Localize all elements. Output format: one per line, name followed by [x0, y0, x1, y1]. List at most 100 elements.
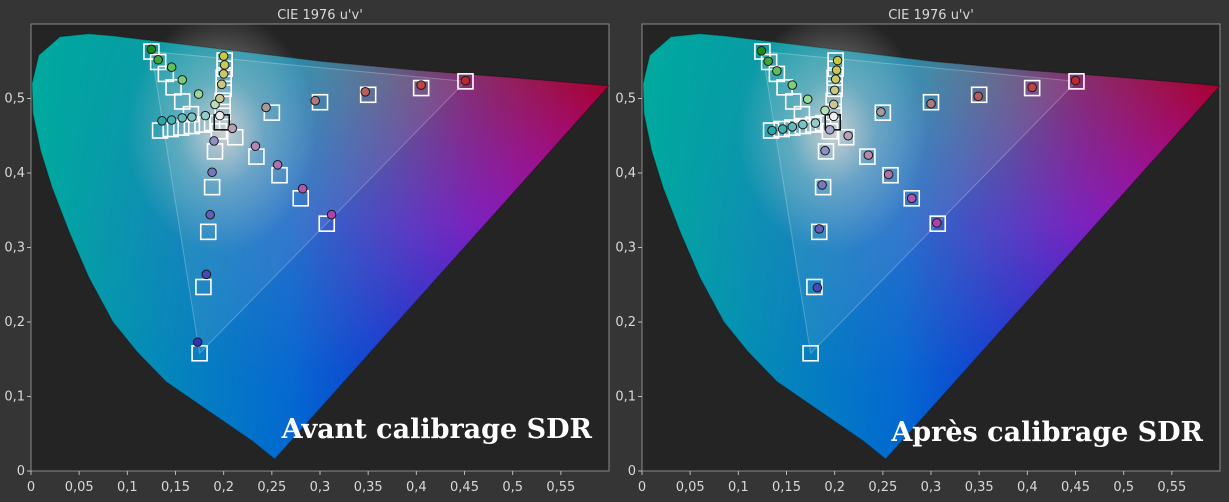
chart-2-measured-point: [820, 145, 830, 156]
chart-1-measured-point: [157, 116, 167, 126]
chart-1-x-tick-label: 0,45: [450, 480, 479, 495]
chart-1-x-tick-label: 0,55: [546, 480, 575, 495]
chart-1-measured-point: [209, 136, 219, 146]
chart-1-measured-point: [218, 51, 229, 61]
chart-2-measured-point: [883, 169, 894, 180]
chart-2-caption: Après calibrage SDR: [890, 417, 1203, 448]
chart-1-target-marker: [165, 79, 182, 96]
chart-1-y-tick-label: 0,1: [4, 390, 25, 405]
chart-1-x-tick-label: 0,3: [310, 480, 331, 495]
chart-2-target-marker: [784, 93, 802, 110]
chart-2-x-tick-label: 0,3: [921, 480, 942, 495]
chart-2-x-tick-label: 0,25: [868, 480, 897, 495]
chart-1-x-tick-label: 0,05: [65, 480, 94, 495]
chart-1-panel: 0 0,05 0,1 0,15 0,2 0,25 0,3 0,35 0,4 0,45 0,5 0,55…: [4, 8, 610, 496]
chart-2-x-tick-label: 0,05: [676, 480, 705, 495]
chart-1-x-tick-label: 0: [27, 480, 35, 495]
chart-1-measured-point: [205, 209, 215, 220]
chart-1-title: CIE 1976 u'v': [277, 8, 363, 23]
chart-1-measurements: [146, 44, 471, 347]
chart-2-measured-point: [830, 74, 841, 84]
chart-1-measured-point: [177, 75, 188, 85]
chart-1-measured-point: [153, 54, 163, 65]
chart-2-x-tick-label: 0: [638, 480, 646, 495]
chart-2-y-tick-label: 0,1: [615, 390, 636, 405]
chart-2-spectral-locus: [642, 24, 1220, 460]
chart-2-measured-point: [812, 282, 823, 293]
chart-2-x-tick-label: 0,55: [1157, 480, 1186, 495]
chart-2-target-marker: [922, 93, 940, 111]
chart-2-measured-point: [802, 94, 813, 105]
chart-2-target-marker: [903, 190, 921, 207]
chart-2-measured-point: [1027, 82, 1037, 93]
chart-2-measured-point: [767, 125, 777, 136]
chart-1-measured-point: [216, 79, 227, 90]
chart-1-measured-point: [297, 183, 308, 194]
chart-1-measured-point: [207, 167, 217, 178]
chart-1-measured-point: [166, 62, 177, 73]
chart-2-measured-point: [820, 105, 830, 116]
chart-2-x-tick-label: 0,15: [772, 480, 801, 495]
chart-1-measured-point: [200, 110, 211, 121]
chart-1-x-tick-label: 0,1: [117, 480, 138, 495]
chart-2-measured-point: [973, 91, 984, 102]
chart-2-measured-point: [772, 66, 782, 76]
chart-2-title: CIE 1976 u'v': [888, 8, 974, 23]
chart-2-measured-point: [831, 65, 842, 75]
chart-1-measured-point: [416, 80, 426, 90]
chart-2-y-tick-label: 0: [628, 464, 636, 479]
chart-1-targets: [143, 43, 474, 362]
chart-1-x-tick-label: 0,35: [354, 480, 383, 495]
chart-2-measured-point: [828, 111, 839, 122]
chart-2-measured-point: [817, 180, 827, 190]
chart-2-x-tick-label: 0,1: [728, 480, 749, 495]
chart-1-x-tick-label: 0,15: [161, 480, 190, 495]
chart-1-caption: Avant calibrage SDR: [281, 414, 593, 445]
chart-1-y-tick-label: 0,5: [4, 92, 25, 107]
chart-2-measured-point: [810, 118, 821, 128]
chart-2-target-marker: [817, 143, 835, 160]
chart-1-measured-point: [187, 112, 197, 122]
chart-2-measured-point: [814, 224, 825, 234]
chart-1-measured-point: [166, 115, 177, 125]
chart-2-measured-point: [906, 193, 917, 204]
chart-2-axes: 0 0,05 0,1 0,15 0,2 0,25 0,3 0,35 0,4 0,45 0,5 0,55…: [615, 92, 1186, 496]
chart-1-x-tick-label: 0,4: [406, 480, 427, 495]
chart-1-measured-point: [177, 113, 188, 123]
chart-1-measured-point: [215, 93, 225, 104]
chart-1-measured-point: [193, 89, 204, 99]
chart-1-y-tick-label: 0,3: [4, 241, 25, 256]
chart-1-measured-point: [250, 141, 261, 151]
chart-2-measured-point: [825, 124, 835, 135]
chart-2-measured-point: [798, 119, 808, 130]
chart-2-target-marker: [837, 128, 855, 146]
chart-1-measured-point: [146, 44, 157, 55]
chart-1-target-marker: [359, 86, 377, 104]
chart-2-measured-point: [926, 98, 936, 109]
chart-2-measurements: [756, 46, 1081, 293]
chart-2-target-marker: [802, 344, 819, 362]
chart-1-y-tick-label: 0,2: [4, 315, 25, 330]
chart-1-target-marker: [318, 215, 336, 232]
chart-2-target-marker: [1068, 73, 1085, 90]
chart-2-x-tick-label: 0,2: [824, 480, 845, 495]
chart-2-target-marker: [1023, 79, 1041, 97]
chart-1-target-marker: [173, 93, 191, 110]
chart-1-measured-point: [219, 60, 230, 70]
chart-1-target-marker: [195, 278, 212, 296]
chart-2-y-tick-label: 0,2: [615, 315, 636, 330]
chart-2-measured-point: [876, 107, 886, 117]
chart-2-measured-point: [931, 218, 942, 228]
chart-1-axes: 0 0,05 0,1 0,15 0,2 0,25 0,3 0,35 0,4 0,45 0,5 0,55…: [4, 92, 575, 496]
chart-1-measured-point: [272, 160, 283, 170]
chart-1-x-tick-label: 0,5: [502, 480, 523, 495]
chart-2-measured-point: [756, 46, 767, 56]
chart-2-measured-point: [863, 150, 874, 160]
chart-2-target-marker: [970, 86, 988, 104]
chart-2-target-marker: [874, 104, 892, 121]
chart-2-measured-point: [843, 130, 853, 141]
chart-2-measured-point: [832, 55, 843, 66]
chart-2-y-tick-label: 0,4: [615, 166, 636, 181]
chart-1-x-tick-label: 0,25: [257, 480, 286, 495]
chart-2-measured-point: [828, 99, 839, 110]
